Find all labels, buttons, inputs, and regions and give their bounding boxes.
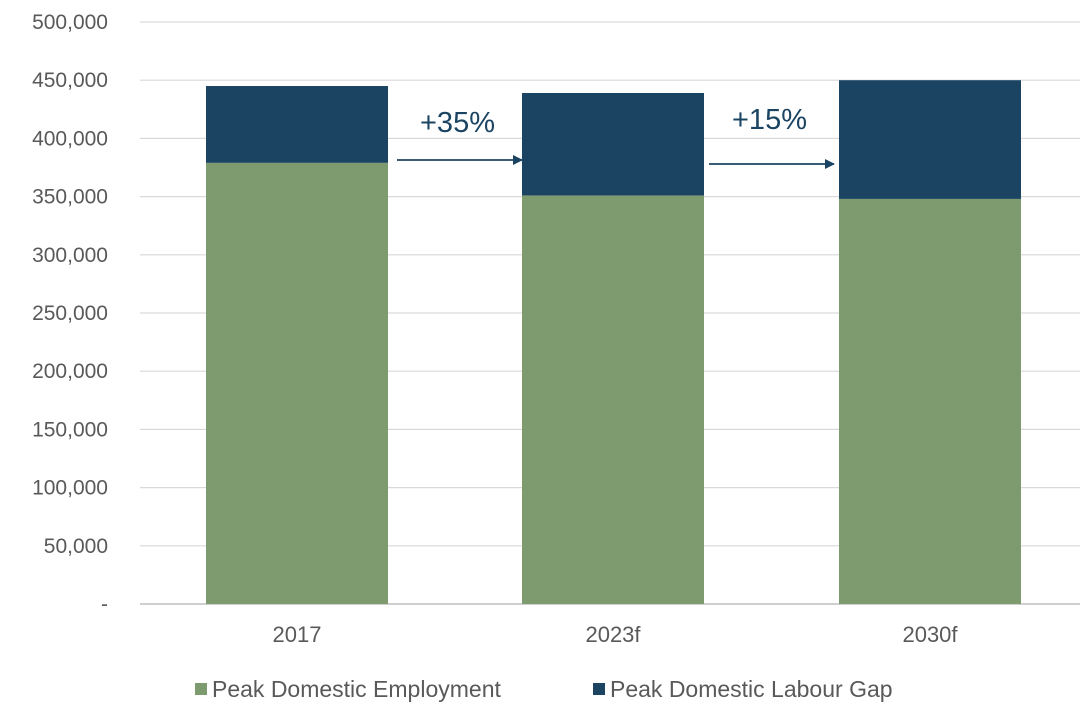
- x-axis-category-labels: 2017 2023f 2030f: [273, 622, 959, 647]
- y-tick-label: 100,000: [32, 477, 108, 500]
- y-tick-label: 350,000: [32, 186, 108, 209]
- y-tick-label: 400,000: [32, 127, 108, 150]
- bar-segment-labour-gap-2017: [206, 86, 388, 163]
- y-axis-tick-labels: - 50,000 100,000 150,000 200,000 250,000 300,0…: [32, 11, 108, 616]
- legend-swatch: [593, 683, 605, 695]
- legend-swatch: [195, 683, 207, 695]
- y-tick-label: 450,000: [32, 69, 108, 92]
- legend-label: Peak Domestic Labour Gap: [610, 676, 893, 702]
- y-tick-label: 300,000: [32, 244, 108, 267]
- bars: [206, 80, 1021, 605]
- y-tick-label: 500,000: [32, 11, 108, 34]
- x-category-label: 2030f: [902, 622, 958, 647]
- y-tick-label: 200,000: [32, 360, 108, 383]
- legend-label: Peak Domestic Employment: [212, 676, 501, 702]
- legend: Peak Domestic Employment Peak Domestic La…: [195, 676, 893, 702]
- bar-segment-employment-2017: [206, 162, 388, 604]
- y-tick-label: 50,000: [44, 535, 108, 558]
- x-category-label: 2023f: [585, 622, 641, 647]
- y-tick-label: 250,000: [32, 302, 108, 325]
- y-tick-label: 150,000: [32, 418, 108, 441]
- growth-percentage-label: +35%: [420, 107, 495, 139]
- growth-annotations: +35% +15%: [397, 104, 835, 169]
- bar-segment-employment-2023f: [522, 195, 704, 604]
- bar-segment-employment-2030f: [839, 198, 1021, 605]
- bar-segment-labour-gap-2030f: [839, 80, 1021, 199]
- x-category-label: 2017: [273, 622, 322, 647]
- bar-segment-labour-gap-2023f: [522, 93, 704, 196]
- growth-percentage-label: +15%: [732, 104, 807, 136]
- y-tick-label: -: [101, 593, 108, 616]
